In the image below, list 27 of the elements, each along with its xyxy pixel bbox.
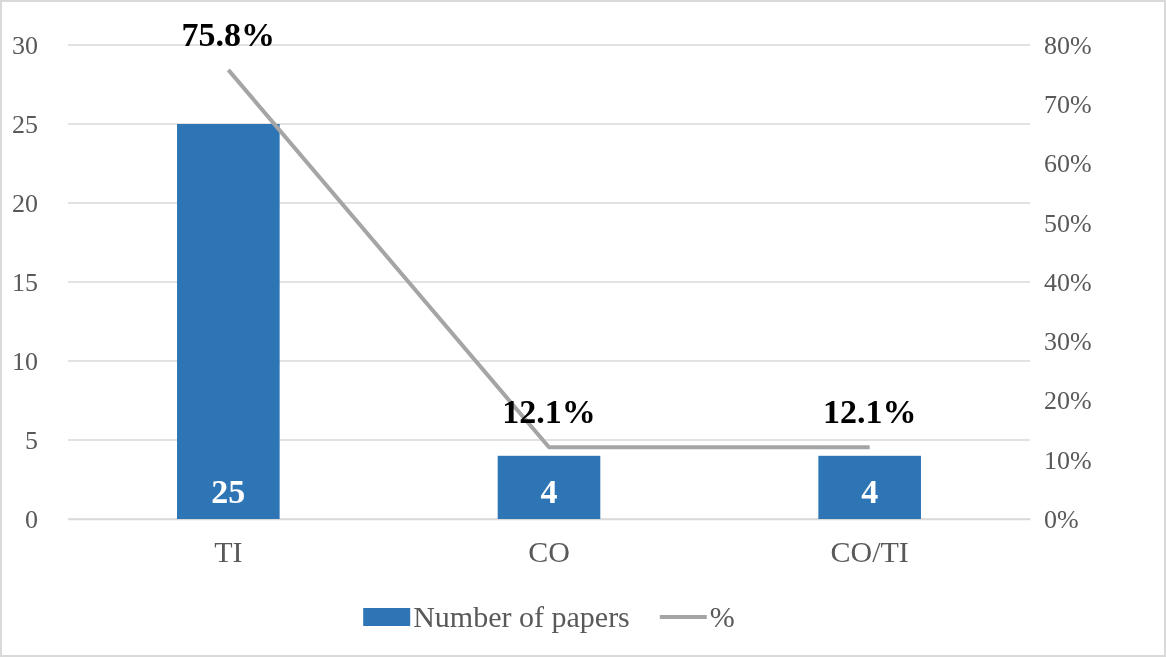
legend-label: Number of papers: [413, 600, 630, 633]
y2-tick-label: 10%: [1044, 445, 1092, 475]
y-tick-label: 30: [12, 30, 38, 60]
data-label: 4: [540, 473, 558, 510]
x-tick-label: TI: [214, 535, 243, 569]
y2-tick-label: 50%: [1044, 208, 1092, 238]
x-tick-label: CO/TI: [830, 535, 909, 569]
y-tick-label: 15: [12, 267, 38, 297]
y2-tick-label: 0%: [1044, 504, 1079, 534]
y2-tick-label: 80%: [1044, 30, 1092, 60]
y-tick-label: 5: [25, 425, 38, 455]
y2-tick-label: 20%: [1044, 386, 1092, 416]
y-tick-label: 25: [12, 109, 38, 139]
data-label: 12.1%: [502, 393, 596, 431]
data-label: 25: [211, 473, 246, 510]
data-label: 12.1%: [822, 393, 917, 431]
data-label: 75.8%: [181, 15, 276, 53]
y-tick-label: 0: [25, 504, 38, 534]
y-tick-label: 10: [12, 346, 38, 376]
y2-tick-label: 30%: [1044, 327, 1092, 357]
y2-tick-label: 70%: [1044, 90, 1092, 120]
y-tick-label: 20: [12, 188, 38, 218]
y2-tick-label: 40%: [1044, 267, 1092, 297]
data-label: 4: [861, 473, 879, 510]
x-tick-label: CO: [528, 535, 570, 569]
y2-tick-label: 60%: [1044, 149, 1092, 179]
legend-label: %: [709, 600, 735, 633]
